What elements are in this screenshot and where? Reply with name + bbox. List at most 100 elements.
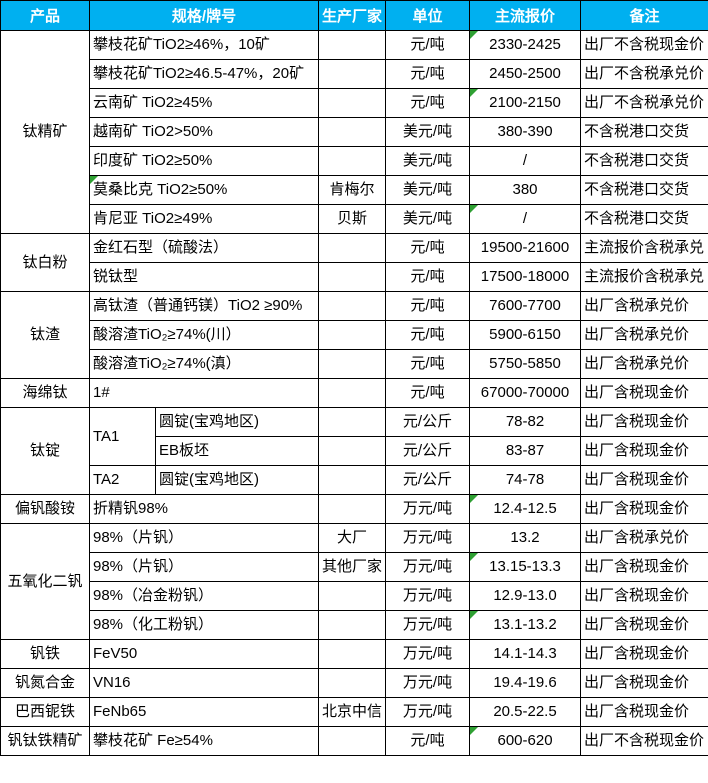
- manufacturer-cell[interactable]: [318, 146, 387, 176]
- unit-cell[interactable]: 元/吨: [385, 88, 471, 118]
- remark-cell[interactable]: 主流报价含税承兑: [580, 233, 708, 263]
- manufacturer-cell[interactable]: 肯梅尔: [318, 175, 387, 205]
- manufacturer-cell[interactable]: [318, 436, 387, 466]
- spec-cell[interactable]: 越南矿 TiO2>50%: [88, 117, 320, 147]
- manufacturer-cell[interactable]: [318, 88, 387, 118]
- spec-cell[interactable]: 金红石型（硫酸法）: [88, 233, 320, 263]
- product-cell[interactable]: 钛白粉: [0, 233, 90, 292]
- spec-cell[interactable]: 莫桑比克 TiO2≥50%: [88, 175, 320, 205]
- remark-cell[interactable]: 出厂不含税现金价: [580, 30, 708, 60]
- manufacturer-cell[interactable]: [318, 233, 387, 263]
- manufacturer-cell[interactable]: [318, 494, 387, 524]
- product-cell[interactable]: 钛锭: [0, 407, 90, 495]
- remark-cell[interactable]: 出厂含税承兑价: [580, 349, 708, 379]
- manufacturer-cell[interactable]: 北京中信: [318, 697, 387, 727]
- manufacturer-cell[interactable]: 贝斯: [318, 204, 387, 234]
- unit-cell[interactable]: 元/公斤: [385, 407, 471, 437]
- manufacturer-cell[interactable]: [318, 581, 387, 611]
- manufacturer-cell[interactable]: [318, 262, 387, 292]
- price-cell[interactable]: 67000-70000: [469, 378, 582, 408]
- product-cell[interactable]: 钛精矿: [0, 30, 90, 234]
- manufacturer-cell[interactable]: [318, 349, 387, 379]
- spec-cell[interactable]: TA2: [89, 465, 156, 495]
- price-cell[interactable]: 20.5-22.5: [469, 697, 582, 727]
- price-cell[interactable]: 19.4-19.6: [469, 668, 582, 698]
- manufacturer-cell[interactable]: 大厂: [318, 523, 387, 553]
- spec-sub-cell[interactable]: 圆锭(宝鸡地区): [154, 407, 320, 437]
- spec-cell[interactable]: VN16: [88, 668, 320, 698]
- spec-cell[interactable]: 折精钒98%: [88, 494, 320, 524]
- unit-cell[interactable]: 美元/吨: [385, 175, 471, 205]
- unit-cell[interactable]: 元/吨: [385, 59, 471, 89]
- price-cell[interactable]: 74-78: [469, 465, 582, 495]
- unit-cell[interactable]: 元/吨: [385, 320, 471, 350]
- remark-cell[interactable]: 出厂含税现金价: [580, 697, 708, 727]
- product-cell[interactable]: 海绵钛: [0, 378, 90, 408]
- price-cell[interactable]: 13.2: [469, 523, 582, 553]
- manufacturer-cell[interactable]: [318, 610, 387, 640]
- unit-cell[interactable]: 万元/吨: [385, 668, 471, 698]
- spec-cell[interactable]: 攀枝花矿TiO2≥46%，10矿: [88, 30, 320, 60]
- price-cell[interactable]: 5900-6150: [469, 320, 582, 350]
- price-cell[interactable]: 13.1-13.2: [469, 610, 582, 640]
- spec-cell[interactable]: 98%（片钒）: [88, 552, 320, 582]
- spec-cell[interactable]: 印度矿 TiO2≥50%: [88, 146, 320, 176]
- product-cell[interactable]: 钛渣: [0, 291, 90, 379]
- spec-cell[interactable]: 98%（片钒）: [88, 523, 320, 553]
- unit-cell[interactable]: 万元/吨: [385, 610, 471, 640]
- remark-cell[interactable]: 出厂含税现金价: [580, 436, 708, 466]
- manufacturer-cell[interactable]: [318, 378, 387, 408]
- product-cell[interactable]: 钒钛铁精矿: [0, 726, 90, 756]
- remark-cell[interactable]: 出厂含税现金价: [580, 639, 708, 669]
- price-cell[interactable]: 7600-7700: [469, 291, 582, 321]
- unit-cell[interactable]: 万元/吨: [385, 581, 471, 611]
- price-cell[interactable]: 78-82: [469, 407, 582, 437]
- spec-cell[interactable]: 98%（化工粉钒）: [88, 610, 320, 640]
- remark-cell[interactable]: 不含税港口交货: [580, 117, 708, 147]
- price-cell[interactable]: 12.4-12.5: [469, 494, 582, 524]
- manufacturer-cell[interactable]: [318, 639, 387, 669]
- unit-cell[interactable]: 万元/吨: [385, 697, 471, 727]
- unit-cell[interactable]: 元/公斤: [385, 436, 471, 466]
- manufacturer-cell[interactable]: [318, 291, 387, 321]
- spec-cell[interactable]: 酸溶渣TiO₂≥74%(滇）: [88, 349, 320, 379]
- spec-cell[interactable]: 云南矿 TiO2≥45%: [88, 88, 320, 118]
- spec-sub-cell[interactable]: 圆锭(宝鸡地区): [154, 465, 320, 495]
- unit-cell[interactable]: 万元/吨: [385, 639, 471, 669]
- price-cell[interactable]: /: [469, 146, 582, 176]
- remark-cell[interactable]: 出厂含税承兑价: [580, 320, 708, 350]
- unit-cell[interactable]: 美元/吨: [385, 204, 471, 234]
- remark-cell[interactable]: 出厂含税现金价: [580, 465, 708, 495]
- price-cell[interactable]: 19500-21600: [469, 233, 582, 263]
- remark-cell[interactable]: 出厂不含税承兑价: [580, 59, 708, 89]
- remark-cell[interactable]: 出厂含税现金价: [580, 581, 708, 611]
- price-cell[interactable]: 13.15-13.3: [469, 552, 582, 582]
- remark-cell[interactable]: 出厂不含税承兑价: [580, 88, 708, 118]
- unit-cell[interactable]: 元/吨: [385, 291, 471, 321]
- spec-cell[interactable]: 高钛渣（普通钙镁）TiO2 ≥90%: [88, 291, 320, 321]
- unit-cell[interactable]: 元/公斤: [385, 465, 471, 495]
- remark-cell[interactable]: 出厂含税现金价: [580, 552, 708, 582]
- unit-cell[interactable]: 美元/吨: [385, 117, 471, 147]
- spec-cell[interactable]: TA1: [89, 407, 156, 466]
- remark-cell[interactable]: 出厂含税承兑价: [580, 291, 708, 321]
- manufacturer-cell[interactable]: [318, 30, 387, 60]
- price-cell[interactable]: 2330-2425: [469, 30, 582, 60]
- unit-cell[interactable]: 元/吨: [385, 349, 471, 379]
- spec-cell[interactable]: 锐钛型: [88, 262, 320, 292]
- price-cell[interactable]: 17500-18000: [469, 262, 582, 292]
- spec-cell[interactable]: FeV50: [88, 639, 320, 669]
- manufacturer-cell[interactable]: [318, 117, 387, 147]
- manufacturer-cell[interactable]: 其他厂家: [318, 552, 387, 582]
- manufacturer-cell[interactable]: [318, 465, 387, 495]
- price-cell[interactable]: 380-390: [469, 117, 582, 147]
- product-cell[interactable]: 五氧化二钒: [0, 523, 90, 640]
- price-cell[interactable]: 5750-5850: [469, 349, 582, 379]
- remark-cell[interactable]: 出厂含税承兑价: [580, 523, 708, 553]
- remark-cell[interactable]: 出厂含税现金价: [580, 610, 708, 640]
- price-cell[interactable]: 380: [469, 175, 582, 205]
- price-cell[interactable]: 12.9-13.0: [469, 581, 582, 611]
- product-cell[interactable]: 钒氮合金: [0, 668, 90, 698]
- unit-cell[interactable]: 元/吨: [385, 378, 471, 408]
- spec-cell[interactable]: 1#: [88, 378, 320, 408]
